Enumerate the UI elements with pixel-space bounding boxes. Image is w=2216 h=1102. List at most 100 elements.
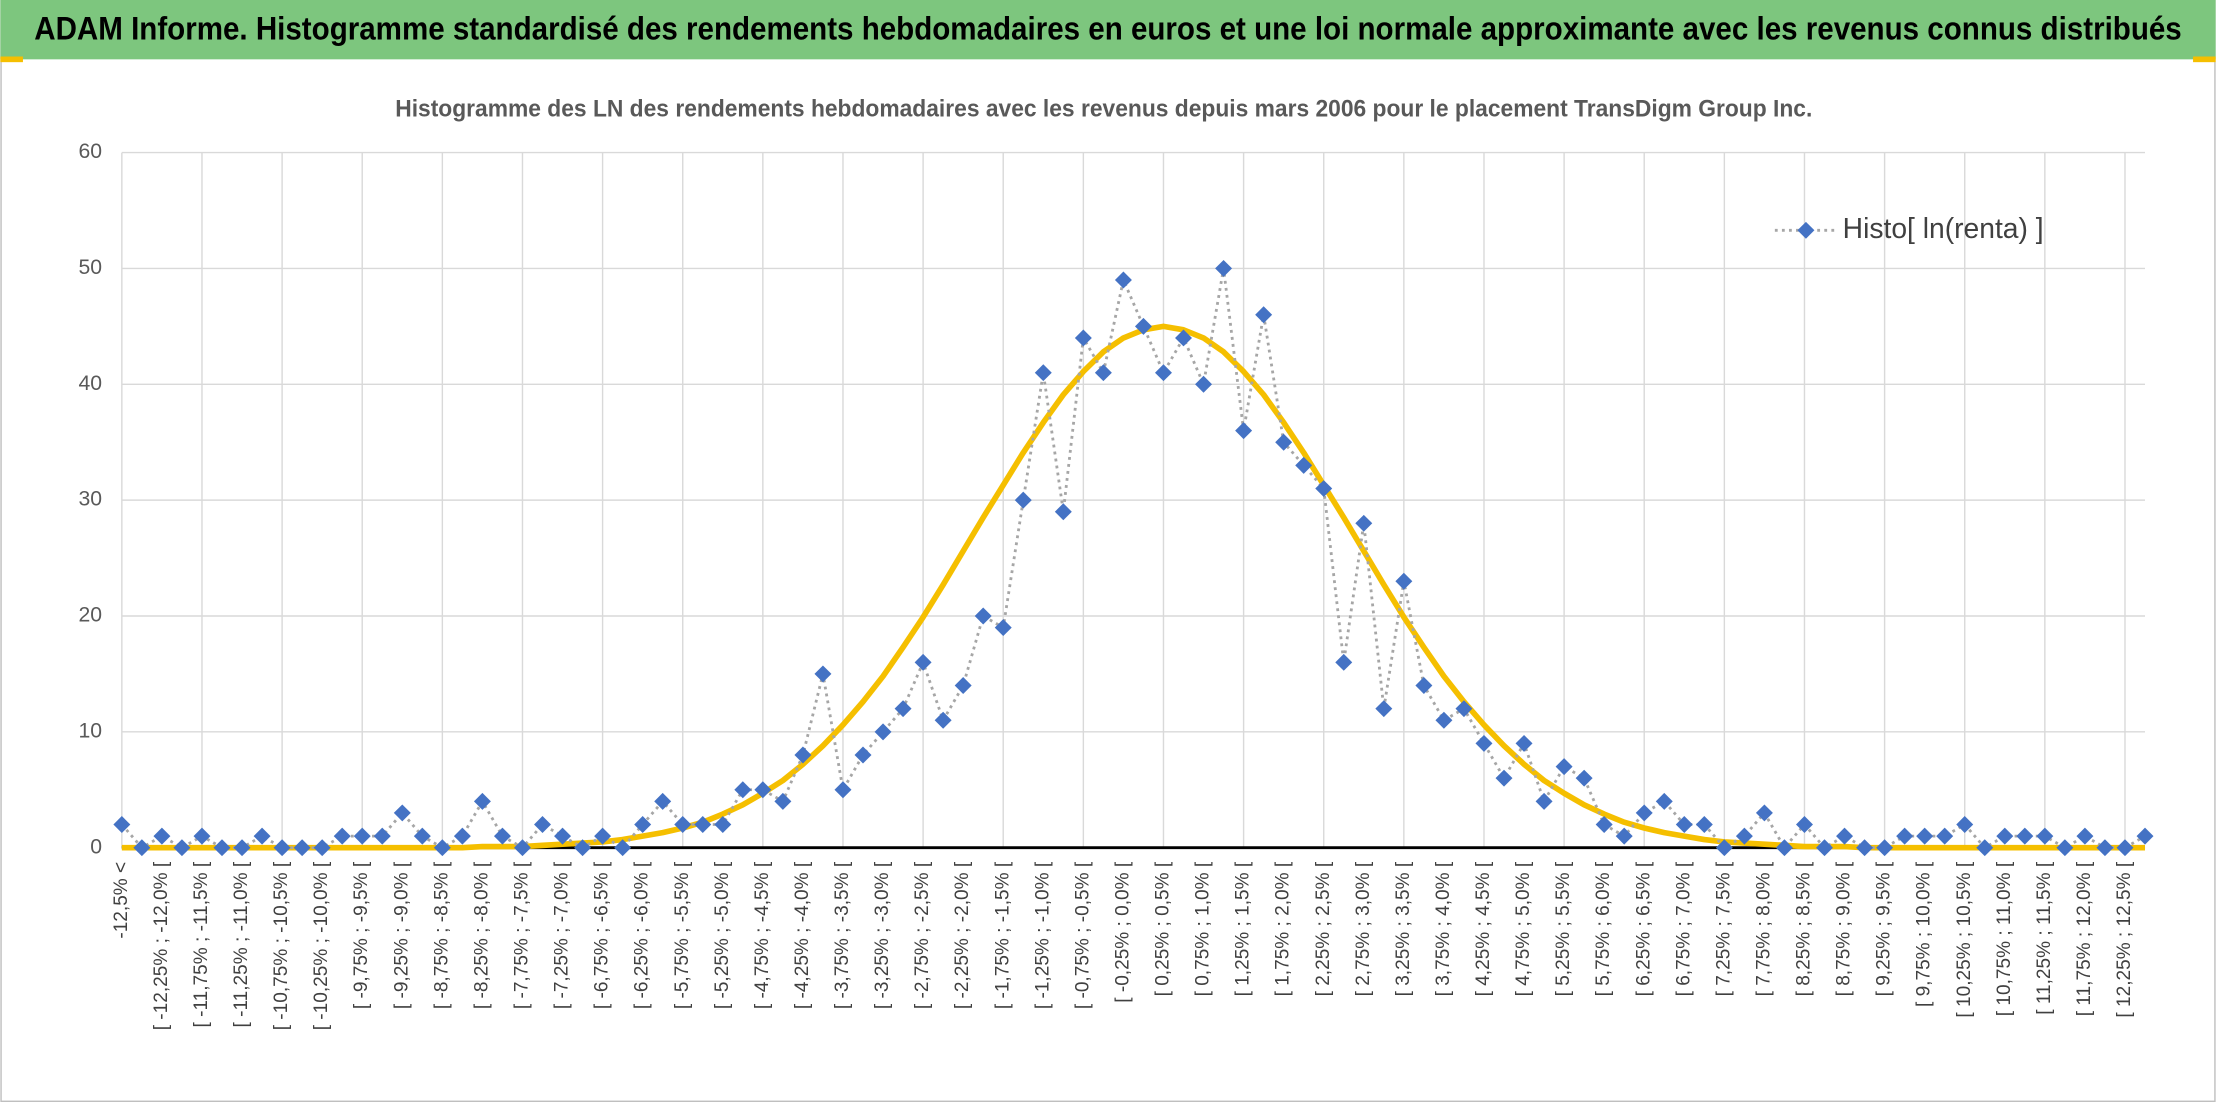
data-point — [614, 839, 632, 857]
data-point — [1735, 827, 1753, 845]
y-tick-label: 60 — [78, 140, 102, 163]
data-point — [273, 839, 291, 857]
x-tick-label: [ 3,75% ; 4,0% [ — [1433, 861, 1454, 996]
data-point — [1655, 792, 1673, 810]
x-tick-label: [ -5,75% ; -5,5% [ — [672, 861, 693, 1009]
x-tick-label: [ 11,25% ; 11,5% [ — [2034, 861, 2055, 1015]
data-point — [353, 827, 371, 845]
x-tick-label: [ 4,25% ; 4,5% [ — [1473, 861, 1494, 996]
data-point — [1335, 653, 1353, 671]
x-tick-label: [ 2,75% ; 3,0% [ — [1353, 861, 1374, 996]
x-tick-label: [ -0,75% ; -0,5% [ — [1072, 861, 1093, 1009]
data-point — [914, 653, 932, 671]
data-point — [313, 839, 331, 857]
data-point — [1836, 827, 1854, 845]
data-point — [413, 827, 431, 845]
data-point — [734, 781, 752, 799]
data-point — [2036, 827, 2054, 845]
x-tick-label: [ 5,75% ; 6,0% [ — [1593, 861, 1614, 996]
data-point — [2096, 839, 2114, 857]
data-point — [1014, 491, 1032, 509]
data-point — [674, 816, 692, 833]
data-point — [1595, 816, 1613, 833]
data-point — [774, 792, 792, 810]
y-tick-label: 20 — [78, 604, 102, 627]
x-tick-label: [ 12,25% ; 12,5% [ — [2114, 861, 2135, 1017]
data-point — [1555, 758, 1573, 776]
x-tick-label: [ 8,75% ; 9,0% [ — [1834, 861, 1855, 996]
data-point — [1635, 804, 1653, 822]
data-point — [814, 665, 832, 683]
y-tick-label: 30 — [78, 488, 102, 511]
x-tick-label: [ -2,75% ; -2,5% [ — [912, 861, 933, 1009]
data-point — [333, 827, 351, 845]
normal-curve — [121, 323, 2146, 851]
x-tick-label: [ -8,75% ; -8,5% [ — [431, 861, 452, 1009]
x-tick-label: -12,5% < — [111, 862, 132, 939]
x-tick-label: [ 9,25% ; 9,5% [ — [1874, 861, 1895, 996]
x-tick-label: [ 11,75% ; 12,0% [ — [2074, 861, 2095, 1016]
x-tick-label: [ -10,75% ; -10,5% [ — [271, 861, 292, 1030]
x-tick-label: [ -8,25% ; -8,0% [ — [471, 861, 492, 1009]
data-point — [2136, 827, 2154, 845]
data-point — [1295, 456, 1313, 474]
data-point — [2116, 839, 2134, 857]
data-point — [654, 792, 672, 810]
data-point — [213, 839, 231, 857]
x-tick-label: [ 1,75% ; 2,0% [ — [1273, 861, 1294, 996]
data-point — [694, 816, 712, 833]
data-point — [1515, 734, 1533, 752]
x-tick-label: [ -11,75% ; -11,5% [ — [191, 861, 212, 1027]
data-point — [1315, 480, 1333, 498]
data-point — [153, 827, 171, 845]
x-tick-label: [ 7,25% ; 7,5% [ — [1713, 861, 1734, 996]
x-tick-label: [ 3,25% ; 3,5% [ — [1393, 861, 1414, 996]
x-tick-label: [ -6,25% ; -6,0% [ — [632, 861, 653, 1009]
x-tick-label: [ -10,25% ; -10,0% [ — [311, 861, 332, 1030]
legend-marker — [1797, 221, 1815, 239]
data-point — [1996, 827, 2014, 845]
data-point — [974, 607, 992, 625]
data-point — [1134, 317, 1152, 335]
x-tick-label: [ -1,25% ; -1,0% [ — [1032, 861, 1053, 1009]
x-tick-label: [ -4,25% ; -4,0% [ — [792, 861, 813, 1009]
data-point — [854, 746, 872, 764]
data-point — [1936, 827, 1954, 845]
y-tick-label: 50 — [78, 256, 102, 279]
data-point — [834, 781, 852, 799]
data-point — [473, 792, 491, 810]
data-point — [1956, 816, 1974, 833]
x-tick-label: [ 10,25% ; 10,5% [ — [1954, 861, 1975, 1017]
x-tick-label: [ 9,75% ; 10,0% [ — [1914, 861, 1935, 1007]
data-point — [994, 619, 1012, 637]
x-tick-label: [ -7,25% ; -7,0% [ — [552, 861, 573, 1009]
x-tick-label: [ -6,75% ; -6,5% [ — [592, 861, 613, 1009]
data-point — [1876, 839, 1894, 857]
data-point — [1175, 329, 1192, 347]
data-point — [1034, 364, 1052, 382]
data-point — [513, 839, 531, 857]
data-point — [1355, 514, 1373, 532]
y-tick-label: 40 — [78, 372, 102, 395]
data-point — [1455, 700, 1473, 718]
data-point — [1916, 827, 1934, 845]
data-point — [634, 816, 652, 833]
data-point — [934, 711, 952, 729]
data-point — [534, 816, 551, 833]
x-tick-label: [ 2,25% ; 2,5% [ — [1313, 861, 1334, 996]
x-tick-label: [ 8,25% ; 8,5% [ — [1794, 861, 1815, 996]
data-point — [253, 827, 271, 845]
data-point — [1094, 364, 1112, 382]
x-tick-label: [ -4,75% ; -4,5% [ — [752, 861, 773, 1009]
data-point — [1155, 364, 1172, 382]
x-tick-label: [ 5,25% ; 5,5% [ — [1553, 861, 1574, 996]
x-tick-label: [ -9,75% ; -9,5% [ — [351, 861, 372, 1009]
data-point — [594, 827, 612, 845]
data-point — [173, 839, 191, 857]
x-tick-label: [ -1,75% ; -1,5% [ — [992, 861, 1013, 1009]
y-tick-label: 0 — [90, 835, 102, 858]
data-point — [714, 816, 732, 833]
data-point — [373, 827, 391, 845]
